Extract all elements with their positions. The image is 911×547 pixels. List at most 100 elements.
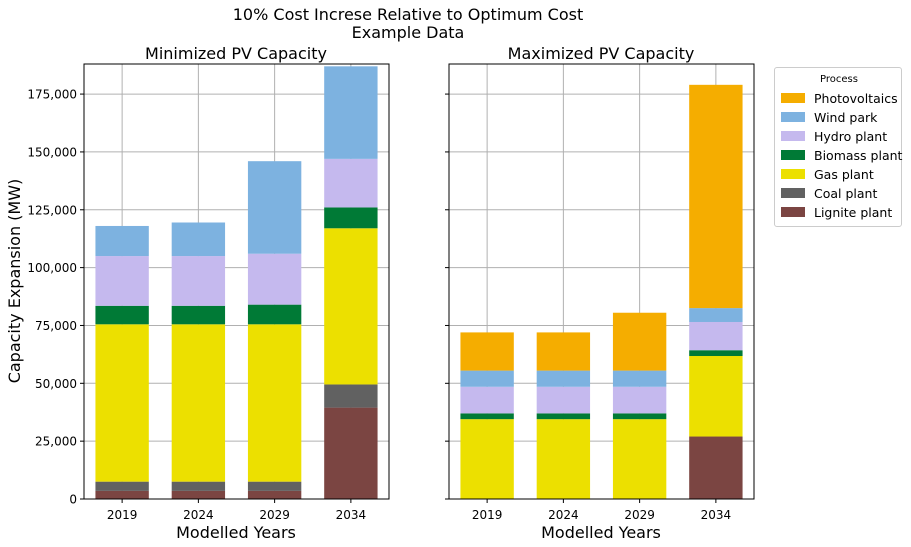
bar-lignite-plant-2024 (171, 490, 226, 499)
ytick-label: 25,000 (35, 435, 77, 449)
bar-lignite-plant-2034 (689, 436, 743, 499)
bar-photovoltaics-2034 (689, 84, 743, 309)
legend-swatch (781, 150, 805, 160)
bar-lignite-plant-2029 (247, 490, 302, 499)
legend-label: Photovoltaics (814, 90, 898, 106)
chart-left-xlabel: Modelled Years (176, 523, 296, 542)
bar-lignite-plant-2019 (95, 490, 149, 499)
bar-gas-plant-2029 (247, 324, 302, 482)
ytick-label: 150,000 (27, 145, 77, 159)
legend-label: Gas plant (814, 166, 874, 182)
chart-left-ylabel: Capacity Expansion (MW) (5, 179, 24, 384)
legend-label: Lignite plant (814, 204, 893, 220)
legend-label: Biomass plant (814, 147, 903, 163)
bar-wind-park-2034 (324, 66, 378, 159)
figure-title: 10% Cost Increse Relative to Optimum Cos… (233, 5, 584, 24)
legend-swatch (781, 188, 805, 198)
bar-biomass-plant-2019 (95, 305, 149, 325)
bar-hydro-plant-2029 (612, 386, 667, 414)
chart-right-xlabel: Modelled Years (541, 523, 661, 542)
bar-wind-park-2034 (689, 308, 743, 322)
bar-biomass-plant-2034 (324, 207, 378, 229)
legend-item-biomass-plant: Biomass plant (781, 147, 902, 163)
xtick-label: 2034 (701, 508, 732, 522)
bar-coal-plant-2029 (247, 481, 302, 491)
bar-hydro-plant-2024 (171, 256, 226, 306)
bar-photovoltaics-2024 (536, 332, 591, 371)
ytick-label: 125,000 (27, 203, 77, 217)
axes: 0 25,000 50,000 75,000 100,000 125,000 150,000… (27, 63, 390, 522)
ytick-label: 175,000 (27, 88, 77, 102)
bar-photovoltaics-2029 (612, 312, 667, 371)
ytick-label: 50,000 (35, 377, 77, 391)
bar-biomass-plant-2034 (689, 350, 743, 357)
legend-label: Wind park (814, 109, 878, 125)
legend-item-photovoltaics: Photovoltaics (781, 90, 898, 106)
chart-left-panel: 0 25,000 50,000 75,000 100,000 125,000 150,000… (5, 44, 390, 542)
xtick-label: 2019 (472, 508, 503, 522)
legend-item-hydro-plant: Hydro plant (781, 128, 887, 144)
bars (95, 66, 378, 499)
bar-hydro-plant-2019 (95, 256, 149, 306)
bar-gas-plant-2019 (460, 419, 514, 499)
bar-hydro-plant-2024 (536, 386, 591, 414)
legend-item-gas-plant: Gas plant (781, 166, 874, 182)
bar-gas-plant-2024 (171, 324, 226, 482)
legend-label: Hydro plant (814, 128, 888, 144)
legend-swatch (781, 131, 805, 141)
bar-wind-park-2029 (247, 161, 302, 254)
legend: Process Photovoltaics Wind park Hydro pl… (774, 67, 902, 227)
bar-gas-plant-2029 (612, 419, 667, 499)
xtick-label: 2024 (548, 508, 579, 522)
ytick-label: 100,000 (27, 261, 77, 275)
legend-swatch (781, 112, 805, 122)
bar-biomass-plant-2024 (536, 413, 591, 420)
figure-subtitle: Example Data (352, 23, 465, 42)
bar-biomass-plant-2029 (247, 304, 302, 325)
bar-biomass-plant-2029 (612, 413, 667, 420)
legend-item-wind-park: Wind park (781, 109, 877, 125)
chart-right-panel: 2019 2024 2029 2034 Maximized PV Capacity M… (445, 44, 755, 542)
xtick-label: 2024 (183, 508, 214, 522)
legend-swatch (781, 207, 805, 217)
ytick-label: 0 (69, 493, 77, 507)
bar-wind-park-2029 (612, 370, 667, 387)
xtick-label: 2029 (259, 508, 290, 522)
bar-biomass-plant-2019 (460, 413, 514, 420)
bar-gas-plant-2024 (536, 419, 591, 499)
bar-wind-park-2024 (171, 222, 226, 257)
bar-wind-park-2019 (460, 370, 514, 387)
plot-frame (83, 63, 390, 500)
bar-wind-park-2019 (95, 225, 149, 257)
bar-coal-plant-2019 (95, 481, 149, 491)
xtick-label: 2029 (624, 508, 655, 522)
ytick-label: 75,000 (35, 319, 77, 333)
legend-swatch (781, 93, 805, 103)
bar-hydro-plant-2034 (689, 321, 743, 351)
legend-item-coal-plant: Coal plant (781, 185, 877, 201)
chart-right-title: Maximized PV Capacity (508, 44, 695, 63)
xtick-label: 2019 (107, 508, 138, 522)
bar-biomass-plant-2024 (171, 305, 226, 325)
legend-title: Process (820, 74, 858, 85)
plot-frame (448, 63, 755, 500)
bars (460, 84, 743, 499)
bar-gas-plant-2034 (689, 356, 743, 437)
bar-coal-plant-2034 (324, 384, 378, 408)
bar-gas-plant-2019 (95, 324, 149, 482)
bar-coal-plant-2024 (171, 481, 226, 491)
legend-item-lignite-plant: Lignite plant (781, 204, 892, 220)
legend-swatch (781, 169, 805, 179)
bar-photovoltaics-2019 (460, 332, 514, 371)
bar-hydro-plant-2019 (460, 386, 514, 414)
bar-hydro-plant-2029 (247, 253, 302, 305)
chart-left-title: Minimized PV Capacity (145, 44, 327, 63)
axes: 2019 2024 2029 2034 (445, 63, 755, 522)
bar-hydro-plant-2034 (324, 158, 378, 208)
xtick-label: 2034 (336, 508, 367, 522)
bar-gas-plant-2034 (324, 228, 378, 385)
bar-lignite-plant-2034 (324, 407, 378, 499)
legend-label: Coal plant (814, 185, 878, 201)
bar-wind-park-2024 (536, 370, 591, 387)
